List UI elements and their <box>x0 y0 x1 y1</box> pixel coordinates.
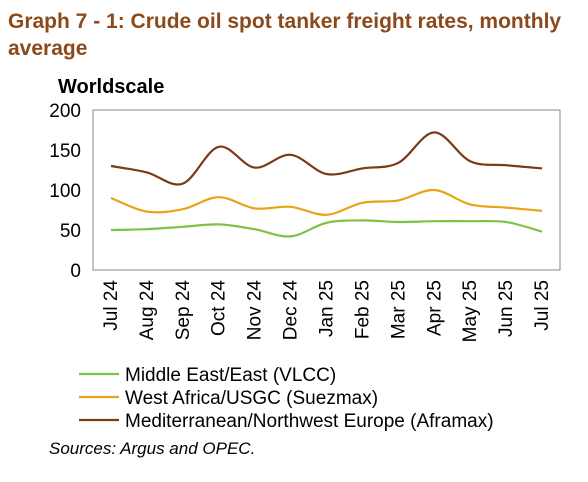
series-line-2 <box>110 188 543 216</box>
legend-label-2: West Africa/USGC (Suezmax) <box>125 388 378 409</box>
legend-label-1: Middle East/East (VLCC) <box>125 365 336 386</box>
series-line-1 <box>110 219 543 238</box>
y-tick-label: 50 <box>60 221 81 242</box>
x-tick-label: Feb 25 <box>352 280 373 339</box>
x-tick-label: Mar 25 <box>388 280 409 339</box>
y-tick-label: 150 <box>49 141 81 162</box>
y-tick-label: 200 <box>49 101 81 122</box>
source-note: Sources: Argus and OPEC. <box>49 439 256 458</box>
x-tick-label: Aug 24 <box>137 280 158 341</box>
x-tick-label: May 25 <box>460 280 481 342</box>
x-tick-label: Dec 24 <box>281 280 302 341</box>
chart-title: Graph 7 - 1: Crude oil spot tanker freig… <box>8 10 562 60</box>
x-tick-label: Jul 25 <box>532 280 553 331</box>
x-tick-label: Sep 24 <box>173 280 194 341</box>
series-line-3 <box>110 131 543 186</box>
y-tick-label: 100 <box>49 181 81 202</box>
x-tick-label: Jun 25 <box>496 280 517 337</box>
x-tick-label: Apr 25 <box>424 280 445 336</box>
x-tick-label: Jul 24 <box>101 280 122 331</box>
plot-area <box>92 109 561 271</box>
x-tick-label: Oct 24 <box>209 280 230 336</box>
x-tick-label: Jan 25 <box>317 280 338 337</box>
x-tick-label: Nov 24 <box>245 280 266 341</box>
y-tick-label: 0 <box>70 261 81 282</box>
legend-label-3: Mediterranean/Northwest Europe (Aframax) <box>125 411 494 432</box>
y-axis-label: Worldscale <box>58 76 164 98</box>
